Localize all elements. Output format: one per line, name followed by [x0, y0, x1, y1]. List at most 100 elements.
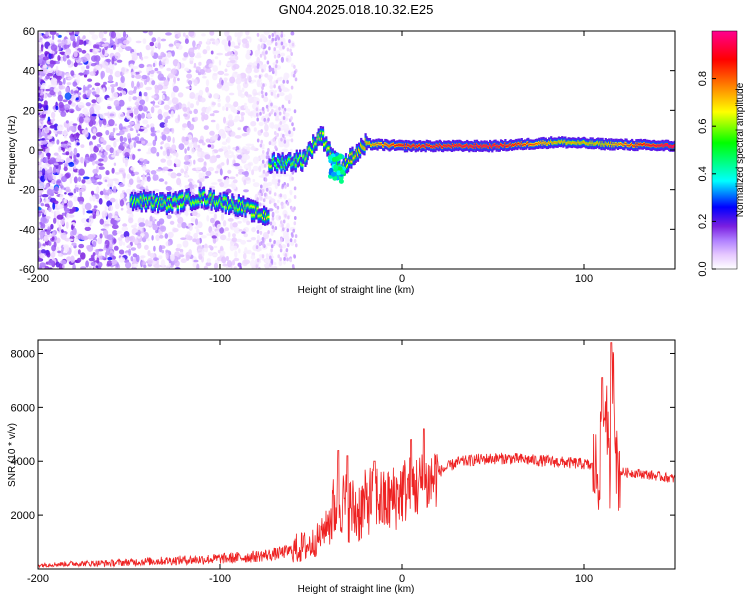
spectrogram-cell	[177, 77, 180, 82]
spectrogram-cell	[66, 256, 72, 262]
spectrogram-cell	[285, 57, 289, 62]
spectrogram-cell	[227, 145, 231, 150]
spectrogram-cell	[198, 232, 203, 235]
spectrogram-cell	[282, 133, 285, 138]
spectrogram-cell	[267, 75, 273, 81]
spectrogram-cell	[68, 162, 75, 167]
spectrogram-cell	[92, 241, 97, 248]
spectrogram-cell	[177, 216, 184, 224]
spectrogram-cell	[113, 245, 119, 251]
spectrogram-cell	[113, 62, 117, 66]
spectrogram-cell	[79, 201, 84, 205]
spectrogram-cell	[196, 228, 200, 235]
ridge-segment	[673, 145, 675, 147]
spectrogram-cell	[122, 223, 128, 227]
spectrogram-cell	[191, 78, 194, 82]
spectrogram-cell	[46, 234, 53, 238]
spectrogram-cell	[256, 32, 260, 37]
spectrogram-cell	[265, 113, 270, 119]
spectrogram-cell	[289, 148, 293, 153]
spectrogram-cell	[55, 60, 60, 65]
spectrogram-cell	[201, 250, 205, 257]
spectrogram-cell	[152, 174, 159, 181]
colorbar-label: Normalized spectral amplitude	[735, 82, 746, 217]
spectrogram-cell	[238, 248, 241, 254]
spectrogram-cell	[166, 159, 173, 167]
spectrogram-cell	[38, 128, 42, 136]
spectrogram-cell	[167, 73, 174, 79]
spectrogram-cell	[219, 250, 226, 256]
spectrogram-cell	[162, 94, 165, 100]
spectrogram-cell	[153, 105, 160, 108]
spectrogram-cell	[206, 38, 210, 44]
spectrogram-cell	[206, 45, 211, 51]
ridge-segment	[526, 142, 529, 145]
spectrogram-cell	[272, 228, 276, 233]
spectrogram-cell	[233, 118, 239, 123]
spectrogram-cell	[152, 62, 156, 68]
spectrogram-cell	[149, 41, 155, 47]
ridge-segment	[338, 178, 344, 184]
spectrogram-cell	[108, 205, 114, 212]
spectrogram-cell	[53, 87, 60, 93]
spectrogram-cell	[261, 86, 264, 91]
spectrogram-cell	[115, 198, 118, 205]
spectrogram-cell	[263, 263, 269, 268]
spectrogram-cell	[233, 257, 240, 262]
ridge-segment	[567, 141, 570, 143]
spectrogram-cell	[178, 143, 185, 151]
spectrogram-cell	[238, 168, 244, 172]
spectrogram-cell	[238, 171, 243, 175]
spectrogram-cell	[198, 89, 204, 96]
ridge-segment	[330, 171, 336, 177]
spectrogram-cell	[163, 104, 170, 111]
spectrogram-cell	[73, 133, 81, 136]
spectrogram-cell	[102, 229, 109, 237]
ridge-segment	[165, 207, 168, 210]
spectrogram-cell	[212, 238, 217, 244]
spectrogram-cell	[234, 32, 238, 38]
spectrogram-cell	[47, 174, 53, 181]
spectrogram-cell	[224, 152, 230, 159]
spectrogram-cell	[53, 217, 57, 224]
spectrogram-cell	[293, 186, 297, 191]
ridge-segment	[280, 165, 283, 168]
spectrogram-cell	[232, 147, 237, 150]
spectrogram-cell	[146, 66, 153, 72]
ridge-segment	[668, 145, 671, 147]
spectrogram-cell	[65, 221, 69, 229]
spectrogram-cell	[108, 113, 115, 117]
spectrogram-cell	[223, 73, 229, 76]
spectrogram-cell	[276, 77, 282, 82]
spectrogram-cell	[40, 216, 47, 224]
spectrogram-cell	[201, 33, 206, 37]
spectrogram-cell	[233, 266, 237, 269]
spectrogram-cell	[66, 59, 72, 66]
spectrogram-cell	[267, 148, 270, 152]
spectrogram-cell	[188, 142, 193, 149]
spectrogram-cell	[107, 188, 113, 195]
ridge-segment	[242, 201, 245, 204]
spectrogram-cell	[97, 152, 103, 156]
y-tick-label: 60	[23, 26, 35, 38]
ridge-segment	[237, 200, 240, 203]
spectrogram-cell	[100, 70, 105, 79]
spectrogram-cell	[55, 70, 63, 76]
spectrogram-cell	[137, 133, 141, 137]
spectrogram-cell	[150, 50, 155, 57]
spectrogram-cell	[219, 181, 225, 188]
y-tick-label: 0	[29, 145, 35, 157]
spectrogram-cell	[113, 162, 117, 166]
spectrogram-cell	[157, 73, 164, 81]
spectrogram-cell	[56, 74, 62, 81]
spectrogram-cell	[78, 243, 85, 249]
spectrogram-cell	[154, 67, 159, 72]
spectrogram-cell	[191, 137, 199, 144]
spectrogram-cell	[241, 231, 246, 234]
ridge-segment	[650, 145, 653, 147]
spectrogram-cell	[294, 77, 298, 82]
spectrogram-cell	[217, 178, 222, 182]
spectrogram-cell	[160, 158, 166, 163]
spectrogram-cell	[38, 196, 41, 204]
